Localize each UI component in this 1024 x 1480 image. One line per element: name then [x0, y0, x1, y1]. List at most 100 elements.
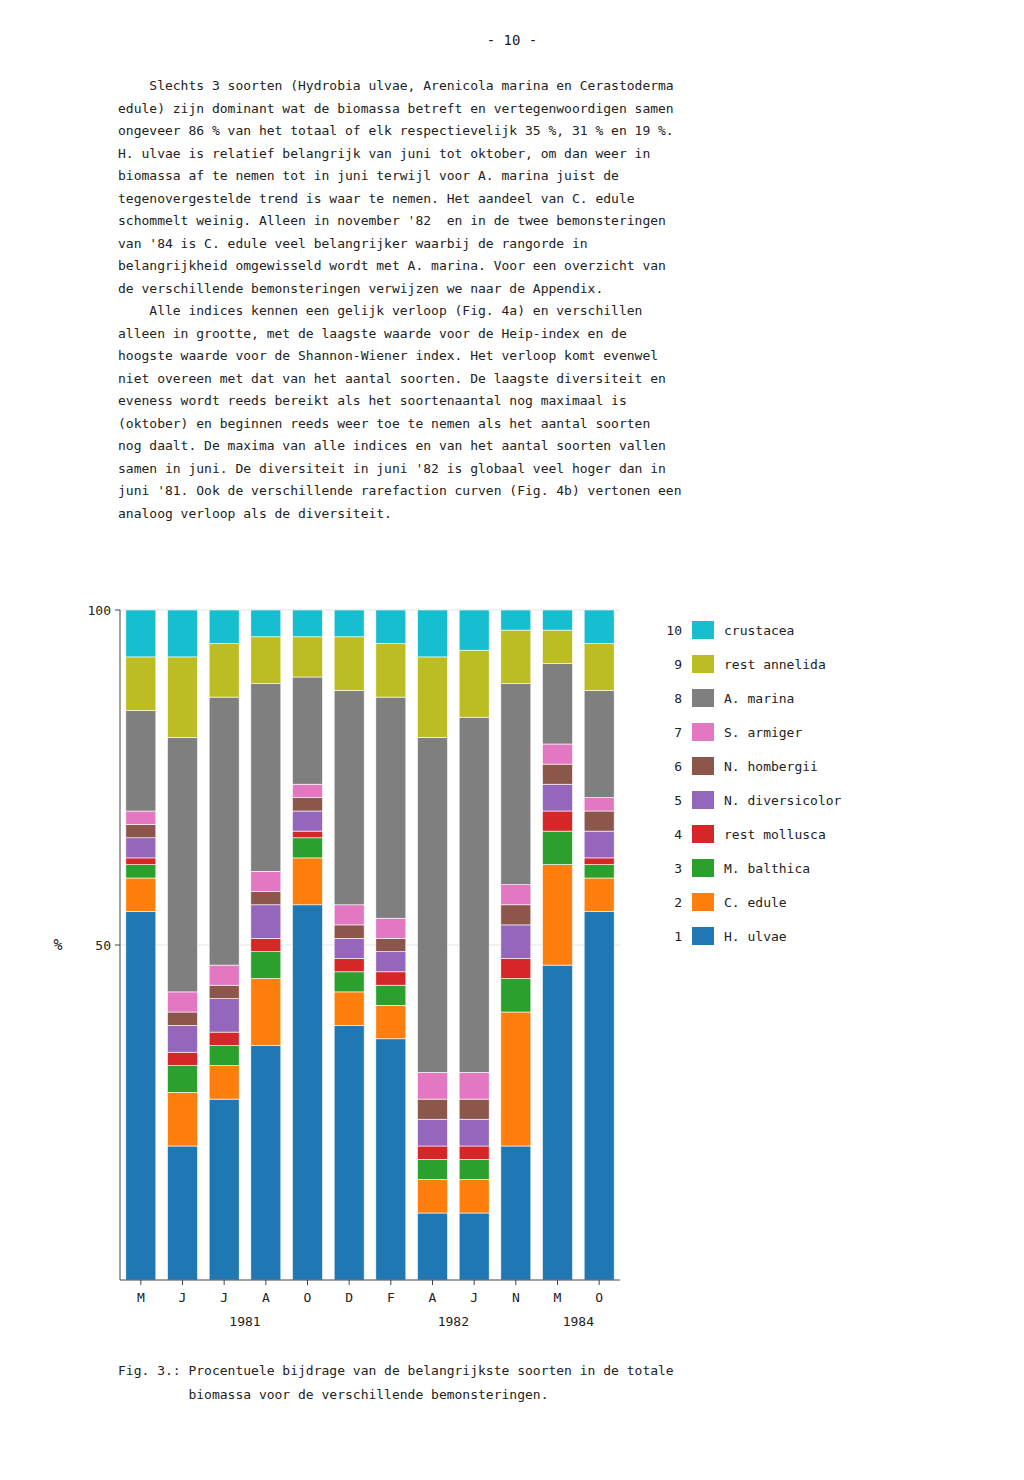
body-line: alleen in grootte, met de laagste waarde… [118, 326, 627, 341]
bar-segment [459, 1180, 489, 1214]
bar-segment [376, 972, 406, 985]
bar-segment [251, 1046, 281, 1281]
bar-segment [334, 1025, 364, 1280]
caption: Fig. 3.: Procentuele bijdrage van de bel… [118, 1363, 674, 1402]
y-axis-label: % [53, 936, 62, 954]
x-tick-label: A [262, 1290, 270, 1305]
bar-segment [251, 610, 281, 637]
body-line: hoogste waarde voor de Shannon-Wiener in… [118, 348, 658, 363]
bar-segment [168, 1146, 198, 1280]
bar-segment [209, 999, 239, 1033]
bar-segment [584, 865, 614, 878]
body-line: biomassa af te nemen tot in juni terwijl… [118, 168, 619, 183]
page-number: - 10 - [487, 32, 538, 48]
bar-segment [334, 958, 364, 971]
bar-segment [168, 1012, 198, 1025]
bar-segment [209, 697, 239, 965]
bar-segment [418, 1119, 448, 1146]
legend-label: A. marina [724, 691, 794, 706]
x-tick-label: M [137, 1290, 145, 1305]
year-label: 1982 [438, 1314, 469, 1329]
page: - 10 - Slechts 3 soorten (Hydrobia ulvae… [0, 0, 1024, 1480]
y-tick [115, 945, 120, 946]
year-label: 1984 [563, 1314, 594, 1329]
bar-segment [459, 1099, 489, 1119]
bar-segment [126, 878, 156, 912]
legend-swatch [692, 655, 714, 673]
bar-segment [293, 784, 323, 797]
legend-number: 1 [674, 929, 682, 944]
x-tick [557, 1280, 558, 1285]
legend-swatch [692, 689, 714, 707]
bar-segment [376, 918, 406, 938]
bar-segment [501, 905, 531, 925]
x-tick-label: J [220, 1290, 228, 1305]
legend-number: 7 [674, 725, 682, 740]
bar-segment [584, 858, 614, 865]
bar-segment [376, 985, 406, 1005]
legend: 10crustacea9rest annelida8A. marina7S. a… [666, 621, 841, 945]
bar-segment [126, 824, 156, 837]
bar-segment [168, 1066, 198, 1093]
x-tick-label: N [512, 1290, 520, 1305]
bar-segment [584, 610, 614, 644]
bar-segment [209, 965, 239, 985]
year-label: 1981 [229, 1314, 260, 1329]
body-line: H. ulvae is relatief belangrijk van juni… [118, 146, 650, 161]
body-line: analoog verloop als de diversiteit. [118, 506, 392, 521]
bar-segment [543, 610, 573, 630]
legend-label: H. ulvae [724, 929, 787, 944]
bar-segment [376, 610, 406, 644]
bar-segment [418, 1146, 448, 1159]
x-axis [120, 1280, 620, 1281]
body-line: Alle indices kennen een gelijk verloop (… [118, 303, 642, 318]
y-tick-label: 100 [88, 603, 111, 618]
bar-segment [293, 858, 323, 905]
bar-segment [126, 865, 156, 878]
body-line: eveness wordt reeds bereikt als het soor… [118, 393, 627, 408]
bar-segment [293, 905, 323, 1280]
bar-segment [168, 610, 198, 657]
bar-segment [209, 1032, 239, 1045]
x-tick [599, 1280, 600, 1285]
body-line: nog daalt. De maxima van alle indices en… [118, 438, 666, 453]
x-tick [432, 1280, 433, 1285]
bar-segment [501, 1146, 531, 1280]
bar-segment [126, 838, 156, 858]
bar-segment [459, 1146, 489, 1159]
bar-segment [126, 610, 156, 657]
bar-segment [501, 1012, 531, 1146]
bar-segment [418, 1099, 448, 1119]
bar-segment [418, 1213, 448, 1280]
bar-segment [543, 664, 573, 744]
bar-segment [584, 798, 614, 811]
x-tick-label: O [304, 1290, 312, 1305]
x-tick-label: M [554, 1290, 562, 1305]
legend-number: 10 [666, 623, 682, 638]
bar-segment [251, 905, 281, 939]
bar-segment [543, 831, 573, 865]
bar-segment [584, 878, 614, 912]
legend-label: crustacea [724, 623, 794, 638]
body-line: ongeveer 86 % van het totaal of elk resp… [118, 123, 674, 138]
bar-segment [251, 952, 281, 979]
body-line: edule) zijn dominant wat de biomassa bet… [118, 101, 674, 116]
bar-segment [418, 610, 448, 657]
bar-segment [543, 744, 573, 764]
x-tick-label: D [345, 1290, 353, 1305]
legend-swatch [692, 723, 714, 741]
bars [126, 610, 614, 1280]
bar-segment [209, 644, 239, 698]
x-tick-label: J [470, 1290, 478, 1305]
bar-segment [584, 644, 614, 691]
legend-number: 6 [674, 759, 682, 774]
chart: 50100MJJAODFAJNMO198119821984% [53, 603, 620, 1330]
bar-segment [459, 717, 489, 1072]
x-tick [140, 1280, 141, 1285]
x-tick [182, 1280, 183, 1285]
x-tick-label: J [179, 1290, 187, 1305]
bar-segment [376, 952, 406, 972]
legend-number: 8 [674, 691, 682, 706]
bar-segment [293, 811, 323, 831]
legend-number: 3 [674, 861, 682, 876]
